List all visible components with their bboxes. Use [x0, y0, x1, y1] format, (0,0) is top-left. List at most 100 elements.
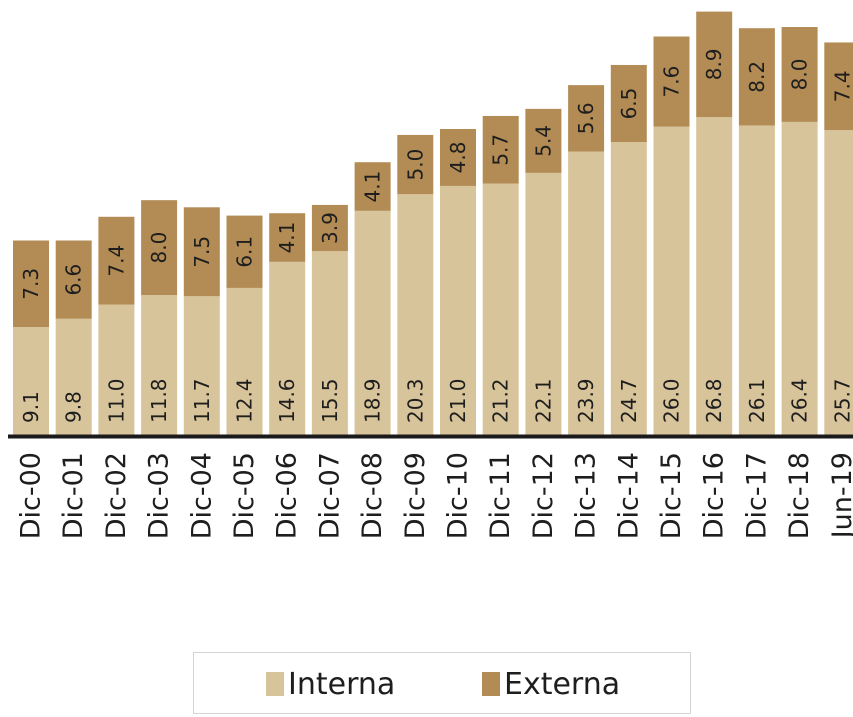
category-label: Dic-15	[656, 452, 687, 539]
data-label-interna: 11.8	[147, 378, 171, 423]
bar-externa	[781, 27, 818, 122]
data-label-externa: 7.6	[660, 66, 684, 98]
data-label-interna: 18.9	[361, 378, 385, 423]
bar-interna	[354, 210, 391, 435]
data-label-externa: 4.1	[275, 222, 299, 254]
data-label-externa: 4.1	[361, 171, 385, 203]
bar-interna	[397, 194, 434, 435]
category-label: Dic-06	[272, 452, 303, 539]
bar-interna	[98, 304, 135, 435]
category-label: Dic-14	[613, 452, 644, 539]
data-label-interna: 21.0	[446, 378, 470, 423]
data-label-externa: 4.8	[446, 142, 470, 174]
category-label: Dic-05	[229, 452, 260, 539]
data-label-externa: 7.5	[190, 236, 214, 268]
bar-externa	[568, 85, 605, 152]
category-label: Dic-03	[144, 452, 175, 539]
data-label-externa: 3.9	[318, 212, 342, 244]
data-label-interna: 26.0	[660, 378, 684, 423]
data-label-interna: 9.1	[19, 391, 43, 423]
bar-externa	[610, 64, 647, 143]
category-label: Dic-10	[443, 452, 474, 539]
bar-interna	[482, 183, 519, 435]
bar-interna	[738, 125, 775, 435]
bar-interna	[13, 327, 49, 435]
bar-interna	[525, 172, 562, 436]
data-label-externa: 6.1	[233, 236, 257, 268]
bar-interna	[568, 151, 605, 435]
data-label-interna: 26.1	[745, 378, 769, 423]
bar-externa	[397, 134, 434, 195]
bar-interna	[653, 126, 690, 435]
data-label-externa: 8.9	[702, 48, 726, 80]
category-label: Jun-19	[827, 452, 853, 540]
data-label-externa: 6.6	[62, 264, 86, 296]
data-label-externa: 6.5	[617, 88, 641, 120]
bar-externa	[55, 240, 92, 319]
bar-externa	[269, 213, 306, 262]
legend-item-interna: Interna	[266, 666, 396, 702]
category-label: Dic-13	[571, 452, 602, 539]
stacked-bar-chart: 9.1 7.3 Dic-00 9.8 6.6 Dic-01 11.0 7.4 Dic-02 11.…	[8, 11, 853, 540]
bar-externa	[482, 115, 519, 184]
bar-externa	[824, 42, 853, 131]
data-label-externa: 5.0	[403, 149, 427, 181]
bar-externa	[311, 204, 348, 252]
bar-interna	[440, 185, 476, 435]
data-label-interna: 25.7	[830, 378, 853, 423]
bar-externa	[696, 11, 733, 118]
bar-interna	[55, 318, 92, 435]
bar-externa	[183, 207, 220, 297]
category-label: Dic-00	[16, 452, 47, 539]
data-label-interna: 11.7	[190, 378, 214, 423]
category-label: Dic-11	[485, 452, 516, 539]
legend-label-interna: Interna	[288, 666, 396, 702]
category-label: Dic-09	[400, 452, 431, 539]
data-label-interna: 20.3	[403, 378, 427, 423]
data-label-externa: 7.4	[830, 70, 853, 102]
bar-interna	[824, 130, 853, 435]
bar-interna	[781, 121, 818, 436]
data-label-interna: 15.5	[318, 378, 342, 423]
bar-interna	[269, 261, 306, 435]
data-label-interna: 24.7	[617, 378, 641, 423]
bar-interna	[141, 295, 178, 435]
bar-externa	[226, 215, 263, 288]
bar-externa	[141, 200, 178, 296]
data-label-interna: 11.0	[104, 378, 128, 423]
legend-swatch-interna	[266, 672, 284, 696]
data-label-externa: 7.4	[104, 245, 128, 277]
bar-externa	[653, 36, 690, 127]
bar-externa	[98, 216, 135, 305]
bar-interna	[610, 142, 647, 436]
bar-interna	[311, 251, 348, 435]
data-label-interna: 14.6	[275, 378, 299, 423]
bar-interna	[183, 296, 220, 435]
data-label-interna: 22.1	[531, 378, 555, 423]
data-label-interna: 26.4	[788, 378, 812, 423]
data-label-externa: 8.2	[745, 61, 769, 93]
data-label-externa: 8.0	[788, 59, 812, 91]
bar-interna	[226, 287, 263, 435]
category-label: Dic-01	[58, 452, 89, 539]
bar-externa	[354, 162, 391, 211]
data-label-externa: 8.0	[147, 232, 171, 264]
data-label-externa: 7.3	[19, 268, 43, 300]
data-label-interna: 9.8	[62, 391, 86, 423]
legend-swatch-externa	[482, 672, 500, 696]
legend: Interna Externa	[193, 652, 691, 714]
bar-externa	[525, 108, 562, 173]
bar-externa	[13, 240, 49, 328]
legend-item-externa: Externa	[482, 667, 620, 702]
bar-interna	[696, 117, 733, 435]
data-label-interna: 21.2	[489, 378, 513, 423]
category-label: Dic-16	[699, 452, 730, 539]
category-label: Dic-08	[357, 452, 388, 539]
data-label-interna: 26.8	[702, 378, 726, 423]
category-label: Dic-17	[741, 452, 772, 539]
data-label-externa: 5.6	[574, 102, 598, 134]
data-label-externa: 5.7	[489, 134, 513, 166]
category-label: Dic-18	[784, 452, 815, 539]
data-label-interna: 12.4	[233, 378, 257, 423]
category-label: Dic-07	[314, 452, 345, 539]
